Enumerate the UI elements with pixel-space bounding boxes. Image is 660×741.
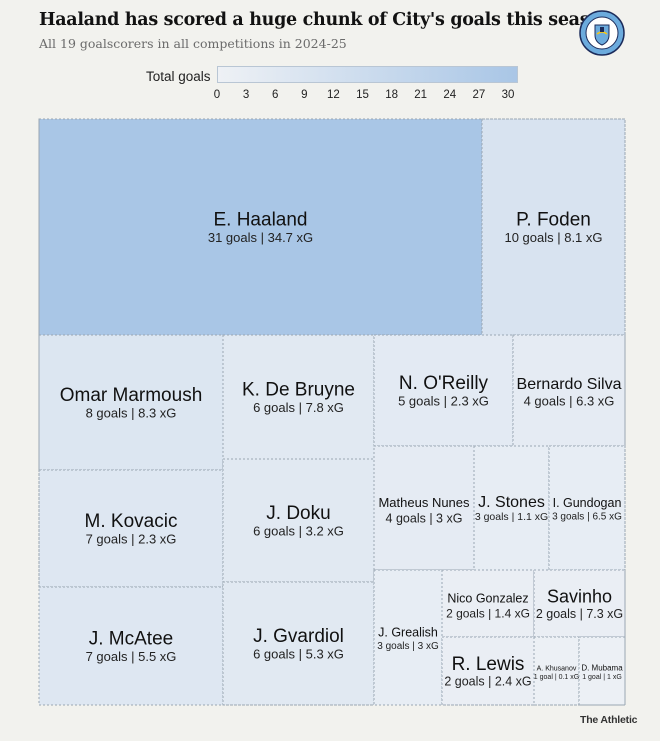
cell-goals-xg-label: 6 goals | 5.3 xG — [253, 646, 344, 661]
legend-label: Total goals — [146, 69, 211, 84]
treemap-cell — [512, 334, 626, 447]
cell-player-name: J. Stones — [478, 494, 545, 511]
treemap-cell — [38, 334, 224, 471]
cell-player-name: J. Gvardiol — [253, 626, 344, 647]
cell-player-name: Nico Gonzalez — [447, 591, 528, 605]
cell-player-name: Matheus Nunes — [378, 495, 470, 510]
treemap-cell — [38, 586, 224, 706]
color-legend-bar — [217, 66, 518, 83]
legend-tick: 24 — [443, 89, 457, 101]
cell-player-name: J. McAtee — [89, 629, 173, 650]
cell-player-name: R. Lewis — [452, 654, 525, 675]
cell-goals-xg-label: 2 goals | 1.4 xG — [446, 606, 530, 620]
legend-tick: 30 — [501, 89, 515, 101]
cell-goals-xg-label: 2 goals | 2.4 xG — [444, 674, 531, 688]
cell-player-name: Omar Marmoush — [60, 385, 203, 406]
treemap-cell — [441, 636, 535, 706]
cell-player-name: Savinho — [547, 586, 612, 606]
cell-goals-xg-label: 1 goal | 1 xG — [582, 674, 622, 681]
chart-subtitle: All 19 goalscorers in all competitions i… — [39, 36, 347, 51]
cell-player-name: P. Foden — [516, 210, 591, 231]
cell-player-name: N. O'Reilly — [399, 373, 489, 394]
cell-goals-xg-label: 10 goals | 8.1 xG — [504, 230, 602, 245]
cell-goals-xg-label: 7 goals | 2.3 xG — [86, 531, 177, 546]
cell-player-name: D. Mubama — [581, 663, 623, 672]
cell-player-name: Bernardo Silva — [517, 376, 622, 393]
cell-goals-xg-label: 5 goals | 2.3 xG — [398, 393, 489, 408]
cell-player-name: J. Grealish — [378, 626, 438, 640]
treemap-cell — [373, 334, 514, 447]
cell-player-name: A. Khusanov — [537, 665, 577, 672]
cell-goals-xg-label: 6 goals | 7.8 xG — [253, 400, 344, 415]
treemap-cell — [533, 636, 580, 706]
treemap-cell — [373, 445, 475, 571]
cell-player-name: K. De Bruyne — [242, 380, 355, 401]
cell-goals-xg-label: 3 goals | 1.1 xG — [475, 511, 548, 523]
cell-player-name: I. Gundogan — [553, 496, 622, 510]
cell-player-name: J. Doku — [266, 503, 330, 524]
cell-goals-xg-label: 2 goals | 7.3 xG — [536, 607, 623, 621]
treemap-cell — [38, 118, 483, 336]
cell-goals-xg-label: 3 goals | 3 xG — [377, 641, 439, 652]
treemap-cell — [222, 334, 375, 460]
treemap-frame — [38, 118, 626, 706]
treemap-cell — [548, 445, 626, 571]
legend-tick: 3 — [242, 89, 250, 101]
cell-goals-xg-label: 4 goals | 6.3 xG — [524, 393, 615, 408]
treemap-cell — [473, 445, 550, 571]
manchester-city-crest-icon — [579, 10, 625, 56]
treemap-cell — [373, 569, 443, 706]
cell-goals-xg-label: 4 goals | 3 xG — [386, 511, 463, 525]
cell-goals-xg-label: 6 goals | 3.2 xG — [253, 523, 344, 538]
treemap-cell — [481, 118, 626, 336]
source-credit: The Athletic — [580, 714, 638, 726]
cell-goals-xg-label: 3 goals | 6.5 xG — [552, 512, 622, 523]
legend-tick: 0 — [213, 89, 221, 101]
cell-player-name: E. Haaland — [213, 210, 307, 231]
cell-goals-xg-label: 31 goals | 34.7 xG — [208, 230, 313, 245]
legend-tick: 9 — [301, 89, 308, 101]
legend-tick: 21 — [414, 89, 428, 101]
treemap-cell — [533, 569, 626, 638]
legend-tick: 27 — [472, 89, 486, 101]
cell-goals-xg-label: 8 goals | 8.3 xG — [86, 405, 177, 420]
legend-tick: 12 — [326, 89, 340, 101]
treemap-cell — [222, 581, 375, 706]
chart-title: Haaland has scored a huge chunk of City'… — [39, 10, 614, 30]
treemap-cell — [38, 469, 224, 588]
legend-tick: 18 — [385, 89, 398, 101]
cell-goals-xg-label: 1 goal | 0.1 xG — [534, 674, 579, 681]
cell-player-name: M. Kovacic — [85, 511, 178, 532]
cell-goals-xg-label: 7 goals | 5.5 xG — [86, 649, 177, 664]
legend-tick: 15 — [356, 89, 369, 101]
legend-tick: 6 — [271, 89, 279, 101]
